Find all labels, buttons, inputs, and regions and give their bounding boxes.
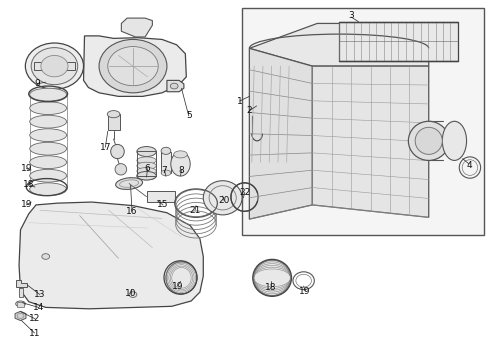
Text: 12: 12 — [29, 314, 41, 323]
Bar — [17, 302, 24, 307]
Text: 1: 1 — [236, 96, 242, 105]
Ellipse shape — [30, 115, 66, 128]
Text: 6: 6 — [144, 164, 150, 173]
Text: 20: 20 — [218, 196, 229, 205]
Ellipse shape — [442, 121, 466, 161]
Ellipse shape — [25, 43, 83, 89]
Text: 2: 2 — [246, 106, 252, 115]
Ellipse shape — [115, 164, 126, 175]
Ellipse shape — [30, 88, 66, 101]
Text: 11: 11 — [29, 329, 40, 338]
Text: 16: 16 — [126, 207, 138, 216]
Ellipse shape — [161, 147, 170, 154]
Ellipse shape — [30, 102, 66, 114]
Ellipse shape — [161, 170, 170, 176]
Ellipse shape — [137, 147, 156, 157]
Text: 22: 22 — [238, 188, 250, 197]
Text: 18: 18 — [23, 180, 35, 189]
Ellipse shape — [31, 48, 78, 85]
Polygon shape — [15, 311, 26, 320]
Text: 19: 19 — [20, 164, 32, 173]
Ellipse shape — [116, 178, 142, 189]
Text: 10: 10 — [124, 289, 136, 298]
Ellipse shape — [41, 55, 68, 77]
Ellipse shape — [203, 181, 242, 215]
Text: 15: 15 — [157, 201, 168, 210]
Ellipse shape — [42, 254, 49, 259]
Bar — [146, 192, 174, 202]
Polygon shape — [16, 280, 27, 288]
Bar — [242, 8, 483, 235]
Ellipse shape — [30, 129, 66, 141]
Ellipse shape — [30, 183, 66, 195]
Ellipse shape — [30, 142, 66, 155]
Polygon shape — [19, 202, 203, 309]
Text: 21: 21 — [189, 206, 201, 215]
Ellipse shape — [16, 301, 25, 307]
Text: 13: 13 — [34, 290, 45, 299]
Bar — [137, 151, 156, 176]
Ellipse shape — [137, 162, 156, 169]
Ellipse shape — [137, 167, 156, 175]
Text: 9: 9 — [34, 80, 40, 89]
Text: 19: 19 — [20, 201, 32, 210]
Ellipse shape — [129, 292, 137, 297]
Polygon shape — [83, 36, 186, 96]
Ellipse shape — [99, 40, 166, 93]
Ellipse shape — [173, 151, 187, 158]
Bar — [107, 114, 120, 130]
Polygon shape — [121, 18, 152, 37]
Text: 3: 3 — [347, 11, 353, 20]
Bar — [34, 62, 75, 71]
Ellipse shape — [107, 111, 120, 118]
Polygon shape — [166, 80, 183, 92]
Ellipse shape — [30, 169, 66, 182]
Ellipse shape — [414, 127, 442, 154]
Ellipse shape — [170, 83, 178, 89]
Ellipse shape — [253, 260, 290, 296]
Ellipse shape — [137, 173, 156, 180]
Ellipse shape — [137, 157, 156, 164]
Bar — [19, 288, 23, 297]
Text: 7: 7 — [162, 166, 167, 175]
Ellipse shape — [407, 121, 448, 161]
Ellipse shape — [30, 156, 66, 168]
Polygon shape — [312, 66, 428, 217]
Ellipse shape — [165, 262, 197, 294]
Ellipse shape — [110, 144, 124, 159]
Text: 14: 14 — [33, 303, 44, 312]
Text: 17: 17 — [100, 143, 111, 152]
Ellipse shape — [107, 46, 158, 86]
Text: 18: 18 — [265, 283, 276, 292]
Bar — [338, 22, 457, 61]
Polygon shape — [249, 48, 312, 219]
Text: 4: 4 — [465, 161, 471, 170]
Text: 5: 5 — [185, 112, 191, 121]
Text: 19: 19 — [171, 282, 183, 291]
Bar — [161, 152, 170, 173]
Text: 8: 8 — [178, 166, 184, 175]
Ellipse shape — [170, 152, 190, 176]
Text: 19: 19 — [299, 287, 310, 296]
Ellipse shape — [137, 171, 156, 180]
Polygon shape — [249, 23, 428, 66]
